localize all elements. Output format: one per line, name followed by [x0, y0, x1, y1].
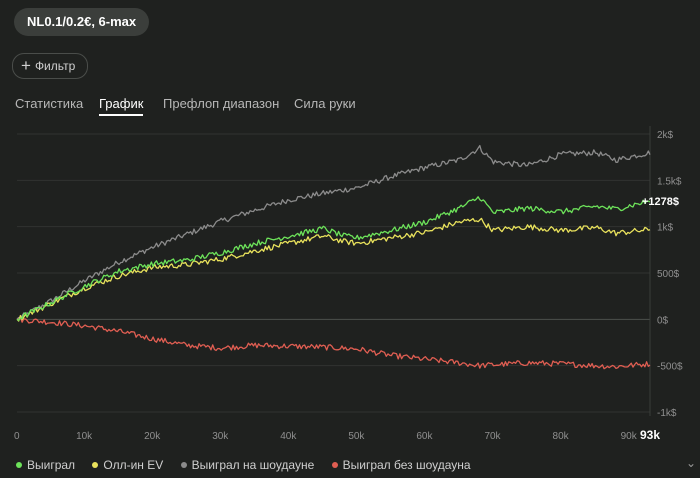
x-tick-label: 80k [553, 431, 570, 442]
chevron-down-icon[interactable]: ⌄ [685, 456, 696, 470]
legend-item-won[interactable]: Выиграл [16, 458, 75, 472]
y-tick-label: 500$ [657, 269, 680, 280]
series-line-3 [16, 316, 651, 370]
legend-label-non-showdown: Выиграл без шоудауна [342, 458, 471, 472]
y-tick-label: -1k$ [657, 408, 677, 419]
series-line-0 [16, 196, 651, 321]
x-tick-label: 60k [416, 431, 433, 442]
series-line-1 [16, 217, 651, 322]
legend-item-allin-ev[interactable]: Олл-ин EV [92, 458, 163, 472]
x-tick-label: 10k [76, 431, 93, 442]
y-tick-label: 2k$ [657, 130, 674, 141]
y-tick-label: 0$ [657, 315, 669, 326]
tab-preflop-range[interactable]: Префлоп диапазон [163, 96, 280, 111]
legend-dot-showdown [180, 462, 187, 468]
plus-icon: + [21, 56, 31, 75]
y-tick-label: 1k$ [657, 223, 674, 234]
legend-item-non-showdown[interactable]: Выиграл без шоудауна [331, 458, 471, 472]
winnings-chart: 2k$ 1.5k$ 1k$ 500$ 0$ -500$ -1k$ 0 10k 20k 30k 40k 5… [14, 126, 683, 442]
x-max-label: 93k [640, 428, 660, 442]
chart-legend: Выиграл Олл-ин EV Выиграл на шоудауне Вы… [16, 458, 485, 472]
x-tick-label: 70k [484, 431, 501, 442]
x-tick-label: 40k [280, 431, 297, 442]
filter-button[interactable]: + Фильтр [12, 53, 89, 79]
tab-statistics[interactable]: Статистика [15, 96, 84, 111]
tab-hand-strength[interactable]: Сила руки [294, 96, 356, 111]
x-tick-label: 30k [212, 431, 229, 442]
legend-label-showdown: Выиграл на шоудауне [191, 458, 315, 472]
legend-dot-non-showdown [331, 462, 338, 468]
legend-label-allin-ev: Олл-ин EV [103, 458, 164, 472]
legend-dot-allin-ev [92, 462, 99, 468]
y-tick-label: 1.5k$ [657, 176, 682, 187]
won-end-label: +1278$ [642, 196, 679, 208]
legend-item-showdown[interactable]: Выиграл на шоудауне [180, 458, 315, 472]
game-filter-pill[interactable]: NL0.1/0.2€, 6-max [14, 8, 150, 36]
x-tick-label: 50k [348, 431, 365, 442]
series-line-2 [16, 144, 651, 320]
legend-label-won: Выиграл [27, 458, 76, 472]
x-tick-label: 20k [144, 431, 161, 442]
legend-dot-won [16, 462, 22, 468]
x-tick-label: 90k [621, 431, 638, 442]
tab-graph[interactable]: График [99, 96, 144, 116]
filter-label: Фильтр [34, 59, 76, 73]
y-tick-label: -500$ [657, 362, 683, 373]
x-tick-label: 0 [14, 431, 20, 442]
